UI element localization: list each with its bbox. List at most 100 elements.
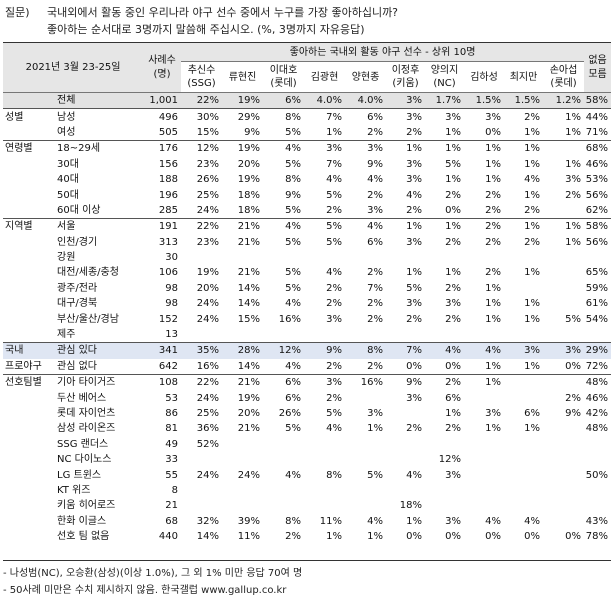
value-cell: 2% [326,392,343,404]
group-label [3,187,55,202]
none-cell: 56% [585,236,609,248]
table-row: 지역별 서울 191 22% 21% 4% 5% 4% 1% 1% 2% 1% 1% 58% [3,218,612,235]
group-label [3,172,55,187]
table-row: KT 위즈 8 [3,483,611,498]
value-cell: 3% [543,342,585,359]
value-cell: 1% [425,218,465,235]
value-cell: 1% [565,158,582,170]
group-title-header: 좋아하는 국내외 활동 야구 선수 - 상위 10명 [181,42,585,62]
none-cell [584,250,611,265]
value-cell: 19% [237,392,261,404]
survey-table: 2021년 3월 23-25일 사례수 (명) 좋아하는 국내외 활동 야구 선… [3,42,612,544]
value-cell: 23% [196,236,220,248]
subgroup-label: 대구/경북 [57,298,98,310]
value-cell [543,498,584,513]
table-row: 제주 13 [3,327,611,343]
value-cell: 2% [285,531,302,543]
value-cell: 52% [196,438,220,450]
value-cell: 2% [367,126,384,138]
value-cell: 5% [445,158,462,170]
value-cell: 4.0% [345,92,387,109]
value-cell [543,281,584,296]
value-cell: 8% [326,469,343,481]
group-label [3,125,55,141]
subgroup-label: 광주/전라 [57,282,98,294]
value-cell [464,483,504,498]
value-cell: 4% [406,189,423,201]
group-label [3,281,55,296]
value-cell [386,483,425,498]
none-cell: 48% [585,423,609,435]
table-row: 키움 히어로즈 21 18% [3,498,611,513]
value-cell: 4% [367,515,384,527]
none-cell: 46% [585,158,609,170]
value-cell: 3% [565,174,582,186]
value-cell: 12% [438,454,462,466]
value-cell: 16% [278,313,302,325]
none-cell [584,498,611,513]
value-cell [181,250,222,265]
case-count: 98 [165,282,179,294]
case-count: 313 [158,236,179,248]
value-cell: 3% [386,92,426,109]
value-cell [304,327,345,343]
group-label [3,437,55,452]
value-cell: 1% [386,140,426,157]
none-header: 없음 모름 [584,42,612,93]
value-cell: 2% [367,360,384,372]
table-row: 선호 팀 없음 440 14% 11% 2% 1% 1% 0% 0% 0% 0% 0% 78% [3,529,611,544]
table-row: 대전/세종/충청 106 19% 21% 5% 4% 2% 1% 1% 2% 1% 65% [3,265,611,280]
value-cell: 1% [485,298,502,310]
value-cell [345,390,386,405]
subgroup-label: 50대 [57,189,79,201]
value-cell: 4% [285,298,302,310]
value-cell [345,498,386,513]
value-cell [543,421,584,436]
value-cell: 3% [445,515,462,527]
value-cell: 1.5% [464,92,505,109]
value-cell [504,467,543,482]
value-cell: 2% [406,204,423,216]
value-cell: 7% [367,282,384,294]
table-row: 대구/경북 98 24% 14% 4% 2% 2% 3% 3% 1% 1% 61% [3,296,611,311]
value-cell [304,437,345,452]
value-cell [181,452,222,467]
case-count: 505 [158,126,179,138]
subgroup-label: 관심 있다 [55,342,144,359]
case-count: 191 [143,218,182,235]
value-cell: 1% [565,126,582,138]
value-cell: 6% [263,92,305,109]
value-cell: 5% [565,313,582,325]
value-cell [181,498,222,513]
value-cell: 4% [285,360,302,372]
case-count: 53 [165,392,179,404]
none-cell: 53% [585,174,609,186]
value-cell: 1% [406,267,423,279]
value-cell: 7% [386,342,426,359]
subgroup-label: 삼성 라이온즈 [57,423,116,435]
value-cell: 1% [485,158,502,170]
value-cell: 14% [237,282,261,294]
case-count: 49 [165,438,179,450]
value-cell: 11% [319,515,343,527]
value-cell: 5% [285,267,302,279]
value-cell: 4% [485,515,502,527]
value-cell [222,250,263,265]
value-cell: 8% [285,174,302,186]
case-count: 106 [158,267,179,279]
value-cell: 4% [524,515,541,527]
group-label: 성별 [3,108,55,125]
subgroup-label: 두산 베어스 [57,392,107,404]
value-cell: 1.7% [425,92,465,109]
subgroup-label: 강원 [57,252,76,264]
table-row: 한화 이글스 68 32% 39% 8% 11% 4% 1% 3% 4% 4% 43% [3,514,611,529]
value-cell: 2% [445,313,462,325]
value-cell: 9% [304,342,346,359]
value-cell: 3% [406,174,423,186]
value-cell: 1.2% [543,92,585,109]
value-cell: 21% [237,267,261,279]
value-cell [263,498,304,513]
value-cell: 9% [244,126,261,138]
value-cell: 1% [326,531,343,543]
